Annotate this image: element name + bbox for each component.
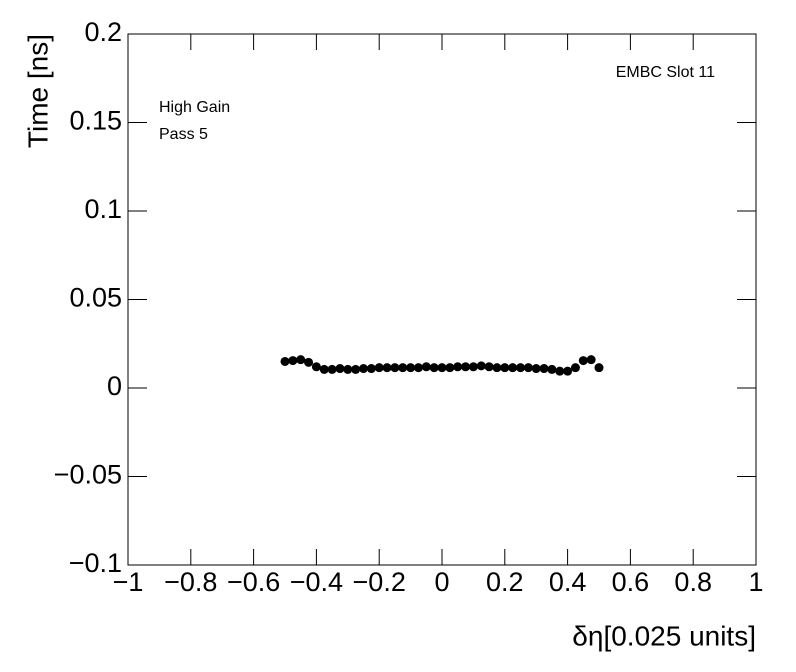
data-point <box>563 366 573 376</box>
x-tick-label: 0.6 <box>612 567 650 597</box>
y-tick-label: 0.1 <box>84 194 122 224</box>
x-tick-label: −0.4 <box>290 567 343 597</box>
x-tick-label: 0.8 <box>674 567 712 597</box>
data-point <box>547 364 557 374</box>
data-point <box>484 362 494 372</box>
data-point <box>343 364 353 374</box>
annotation: Pass 5 <box>159 126 208 143</box>
data-point <box>570 363 580 373</box>
data-point <box>296 355 306 365</box>
data-point <box>335 364 345 374</box>
data-point <box>421 362 431 372</box>
data-point <box>500 363 510 373</box>
data-point <box>531 364 541 374</box>
y-tick-label: 0.2 <box>84 17 122 47</box>
data-point <box>523 363 533 373</box>
data-point <box>461 362 471 372</box>
data-point <box>578 356 588 366</box>
data-point <box>304 357 314 367</box>
data-point <box>351 364 361 374</box>
x-tick-label: 1 <box>748 567 763 597</box>
data-point <box>382 363 392 373</box>
y-tick-label: 0 <box>107 371 122 401</box>
annotation: High Gain <box>159 99 230 116</box>
data-point <box>468 362 478 372</box>
data-point <box>437 363 447 373</box>
data-point <box>539 364 549 374</box>
data-point <box>359 364 368 374</box>
data-point <box>311 362 321 372</box>
y-tick-label: −0.05 <box>54 460 122 490</box>
data-point <box>327 364 337 374</box>
annotation: EMBC Slot 11 <box>616 64 715 81</box>
data-point <box>508 363 518 373</box>
data-point <box>453 362 463 372</box>
data-point <box>413 363 423 373</box>
data-point <box>280 356 290 366</box>
data-point <box>429 363 439 373</box>
data-point <box>366 364 376 374</box>
y-tick-label: −0.1 <box>69 548 122 578</box>
x-tick-label: −0.8 <box>164 567 217 597</box>
data-point <box>445 363 455 373</box>
x-tick-label: −0.2 <box>353 567 406 597</box>
data-point <box>516 363 525 373</box>
y-tick-label: 0.05 <box>69 283 122 313</box>
x-tick-label: −0.6 <box>227 567 280 597</box>
data-point <box>398 363 408 373</box>
x-tick-label: −1 <box>113 567 144 597</box>
data-point <box>586 355 596 365</box>
data-point <box>390 363 400 373</box>
y-tick-label: 0.15 <box>69 106 122 136</box>
data-point <box>374 363 384 373</box>
data-point <box>406 363 416 373</box>
data-point <box>492 363 502 373</box>
data-point <box>594 363 604 373</box>
data-point <box>476 361 486 371</box>
data-point <box>555 366 565 376</box>
x-tick-label: 0.4 <box>549 567 587 597</box>
x-tick-label: 0.2 <box>486 567 524 597</box>
y-axis-title: Time [ns] <box>22 34 53 148</box>
x-tick-label: 0 <box>434 567 449 597</box>
x-axis-title: δη[0.025 units] <box>572 620 756 651</box>
data-point <box>319 364 329 374</box>
data-point <box>288 356 298 366</box>
